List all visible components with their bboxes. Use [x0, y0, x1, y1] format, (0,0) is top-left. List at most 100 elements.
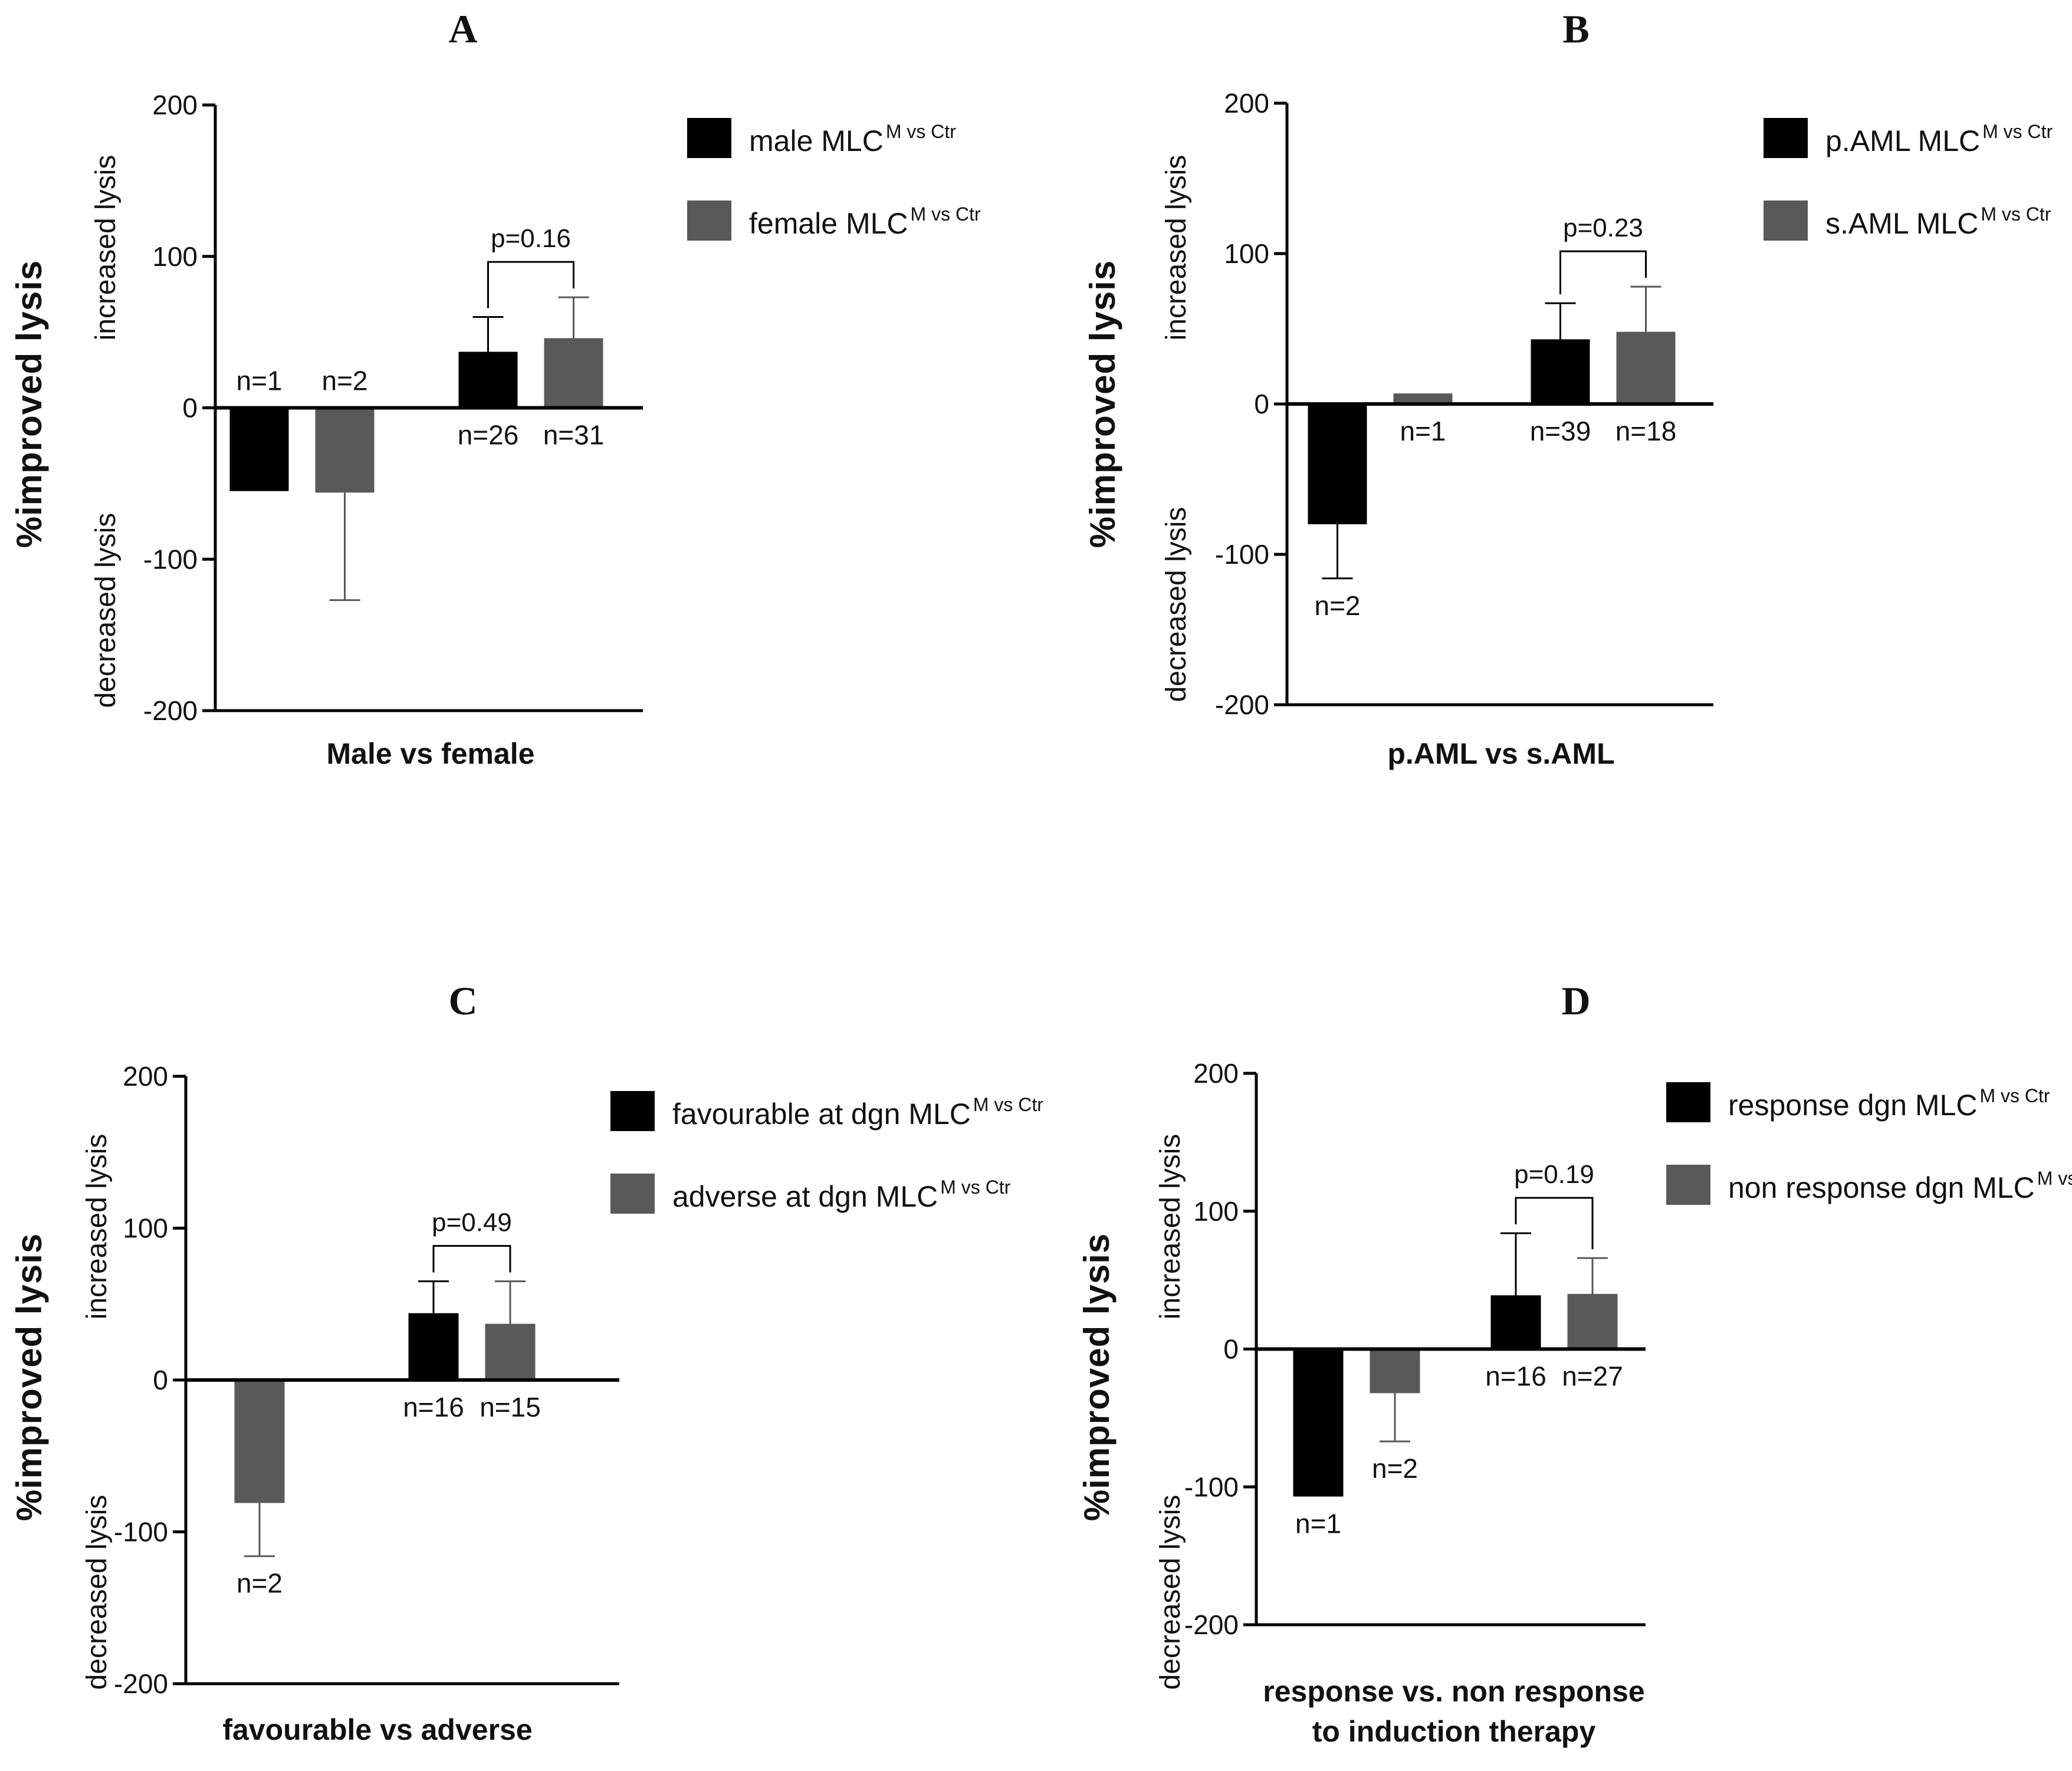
- x-axis-label: favourable vs adverse: [222, 1713, 532, 1746]
- decreased-lysis-label: decreased lysis: [1161, 507, 1192, 702]
- legend-label: s.AML MLC: [1825, 207, 1978, 240]
- y-tick-label: 0: [1223, 1334, 1239, 1365]
- x-axis-label: p.AML vs s.AML: [1387, 737, 1614, 770]
- panel-letter: D: [1561, 978, 1590, 1023]
- significance-bracket: [1515, 1197, 1594, 1250]
- y-axis-title: %improved lysis: [9, 1233, 49, 1522]
- bar-adverse-at-dgn-mlc: [234, 1380, 285, 1503]
- y-tick-label: 100: [1193, 1196, 1239, 1227]
- legend-entry: favourable at dgn MLC M vs Ctr: [672, 1094, 1043, 1131]
- bar-male-mlc: [458, 351, 518, 408]
- legend-label: male MLC: [749, 124, 884, 157]
- n-label: n=16: [403, 1392, 464, 1422]
- legend-entry: response dgn MLC M vs Ctr: [1728, 1085, 2050, 1122]
- bar-favourable-at-dgn-mlc: [408, 1313, 459, 1380]
- y-tick-label: 200: [152, 90, 198, 120]
- bar-non-response-dgn-mlc: [1370, 1349, 1420, 1394]
- n-label: n=1: [1295, 1509, 1341, 1539]
- y-tick-label: -100: [1184, 1471, 1239, 1502]
- legend-entry: female MLC M vs Ctr: [749, 203, 981, 240]
- significance-bracket: [1559, 250, 1647, 295]
- legend-swatch: [1764, 201, 1808, 241]
- bar-p-aml-mlc: [1531, 339, 1590, 404]
- n-label: n=2: [321, 366, 367, 396]
- legend-swatch: [610, 1174, 655, 1214]
- legend-superscript: M vs Ctr: [886, 121, 956, 142]
- n-label: n=26: [458, 420, 519, 451]
- legend-entry: male MLC M vs Ctr: [749, 121, 956, 157]
- panel-d: D %improved lysis increased lysis decreased…: [1077, 978, 2072, 1748]
- n-label: n=39: [1530, 416, 1591, 446]
- panel-letter: C: [448, 978, 477, 1023]
- legend-label: female MLC: [749, 207, 908, 240]
- bar-p-aml-mlc: [1308, 404, 1367, 524]
- legend-swatch: [610, 1091, 655, 1131]
- y-tick-label: 200: [1193, 1058, 1239, 1089]
- panel-letter: B: [1562, 6, 1589, 51]
- significance-bracket: [487, 261, 574, 308]
- panel-a: A %improved lysis increased lysis decreased…: [9, 6, 981, 770]
- y-tick-label: -200: [1215, 689, 1269, 720]
- legend-superscript: M vs Ctr: [973, 1094, 1043, 1115]
- increased-lysis-label: increased lysis: [81, 1134, 113, 1320]
- n-label: n=15: [480, 1392, 541, 1422]
- legend-label: non response dgn MLC: [1728, 1171, 2035, 1204]
- y-tick-label: 200: [1224, 88, 1269, 119]
- x-axis-label: Male vs female: [327, 737, 535, 770]
- legend-superscript: M vs Ctr: [2037, 1168, 2072, 1189]
- bar-female-mlc: [544, 338, 603, 408]
- legend-superscript: M vs Ctr: [1979, 1085, 2050, 1106]
- legend-entry: p.AML MLC M vs Ctr: [1825, 121, 2053, 157]
- bar-response-dgn-mlc: [1490, 1295, 1541, 1349]
- legend-label: favourable at dgn MLC: [672, 1098, 971, 1131]
- bar-response-dgn-mlc: [1293, 1349, 1344, 1497]
- increased-lysis-label: increased lysis: [90, 155, 122, 341]
- y-tick-label: 100: [152, 241, 198, 272]
- significance-bracket: [432, 1245, 511, 1273]
- legend-swatch: [687, 201, 731, 241]
- legend-label: adverse at dgn MLC: [672, 1180, 938, 1213]
- n-label: n=2: [237, 1568, 283, 1599]
- n-label: n=1: [1400, 416, 1446, 446]
- y-tick-label: 0: [1254, 389, 1269, 419]
- n-label: n=2: [1372, 1453, 1418, 1484]
- bar-female-mlc: [315, 408, 375, 493]
- y-tick-label: -100: [143, 544, 198, 574]
- y-tick-label: -200: [114, 1668, 168, 1699]
- y-tick-label: -100: [114, 1517, 168, 1547]
- n-label: n=16: [1485, 1361, 1546, 1392]
- y-axis-title: %improved lysis: [1077, 1233, 1117, 1522]
- legend-superscript: M vs Ctr: [911, 203, 981, 225]
- legend-swatch: [1764, 118, 1808, 158]
- y-tick-label: 100: [123, 1213, 168, 1244]
- bar-s-aml-mlc: [1616, 331, 1676, 404]
- legend-entry: s.AML MLC M vs Ctr: [1825, 203, 2051, 240]
- increased-lysis-label: increased lysis: [1161, 155, 1192, 341]
- legend-superscript: M vs Ctr: [1982, 121, 2053, 142]
- n-label: n=27: [1562, 1361, 1623, 1392]
- n-label: n=31: [543, 420, 605, 451]
- legend-swatch: [1666, 1082, 1710, 1122]
- bar-non-response-dgn-mlc: [1567, 1294, 1618, 1349]
- decreased-lysis-label: decreased lysis: [1155, 1495, 1186, 1690]
- bar-adverse-at-dgn-mlc: [485, 1323, 536, 1380]
- bar-male-mlc: [229, 408, 289, 491]
- y-tick-label: 100: [1224, 238, 1269, 269]
- x-axis-label: response vs. non response: [1263, 1675, 1644, 1708]
- p-value-label: p=0.16: [491, 224, 571, 253]
- panel-c: C %improved lysis increased lysis decreased…: [9, 978, 1043, 1746]
- x-axis-label-line2: to induction therapy: [1312, 1715, 1596, 1748]
- y-axis-title: %improved lysis: [9, 260, 49, 548]
- legend-label: response dgn MLC: [1728, 1089, 1977, 1122]
- y-axis-title: %improved lysis: [1083, 260, 1122, 548]
- decreased-lysis-label: decreased lysis: [90, 513, 122, 708]
- legend-superscript: M vs Ctr: [940, 1177, 1010, 1198]
- y-tick-label: -200: [143, 695, 198, 726]
- legend-label: p.AML MLC: [1825, 124, 1980, 157]
- y-tick-label: -200: [1184, 1609, 1239, 1640]
- panel-letter: A: [448, 6, 477, 51]
- decreased-lysis-label: decreased lysis: [81, 1495, 113, 1690]
- p-value-label: p=0.19: [1514, 1160, 1594, 1189]
- p-value-label: p=0.49: [432, 1208, 512, 1237]
